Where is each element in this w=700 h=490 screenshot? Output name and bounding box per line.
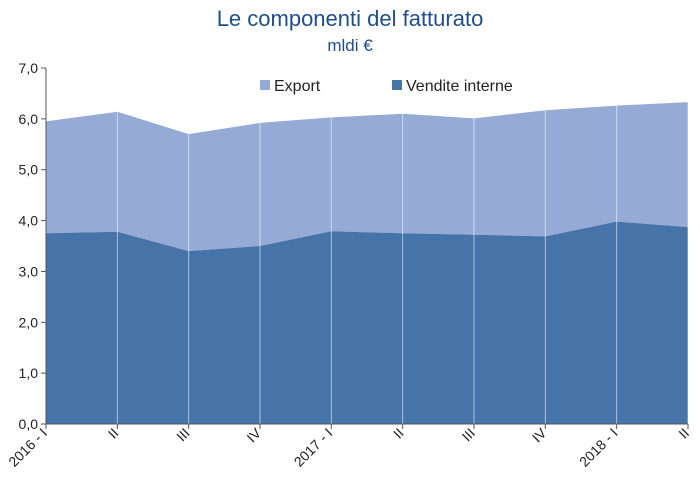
x-tick-label: II (675, 425, 692, 442)
x-tick-label: II (390, 425, 407, 442)
chart-title: Le componenti del fatturato (216, 6, 484, 31)
x-tick-label: IV (243, 424, 264, 445)
x-tick-label: II (105, 425, 122, 442)
legend-export-swatch (260, 80, 270, 90)
x-tick-label: III (459, 425, 479, 445)
y-tick-label: 1,0 (19, 365, 39, 381)
y-tick-label: 2,0 (19, 314, 39, 330)
area-export (46, 102, 688, 252)
y-tick-label: 6,0 (19, 111, 39, 127)
y-tick-label: 7,0 (19, 60, 39, 76)
x-tick-label: 2018 - I (576, 425, 621, 470)
y-tick-label: 0,0 (19, 416, 39, 432)
y-tick-label: 3,0 (19, 263, 39, 279)
x-tick-label: 2017 - I (291, 425, 336, 470)
area-vendite-interne (46, 221, 688, 424)
legend-vendite-interne-swatch (392, 80, 402, 90)
y-tick-label: 5,0 (19, 162, 39, 178)
x-tick-label: III (173, 425, 193, 445)
legend-vendite-interne-label: Vendite interne (406, 78, 513, 95)
x-tick-label: IV (529, 424, 550, 445)
y-tick-label: 4,0 (19, 213, 39, 229)
legend-export-label: Export (274, 78, 321, 95)
chart-subtitle: mldi € (327, 36, 373, 55)
